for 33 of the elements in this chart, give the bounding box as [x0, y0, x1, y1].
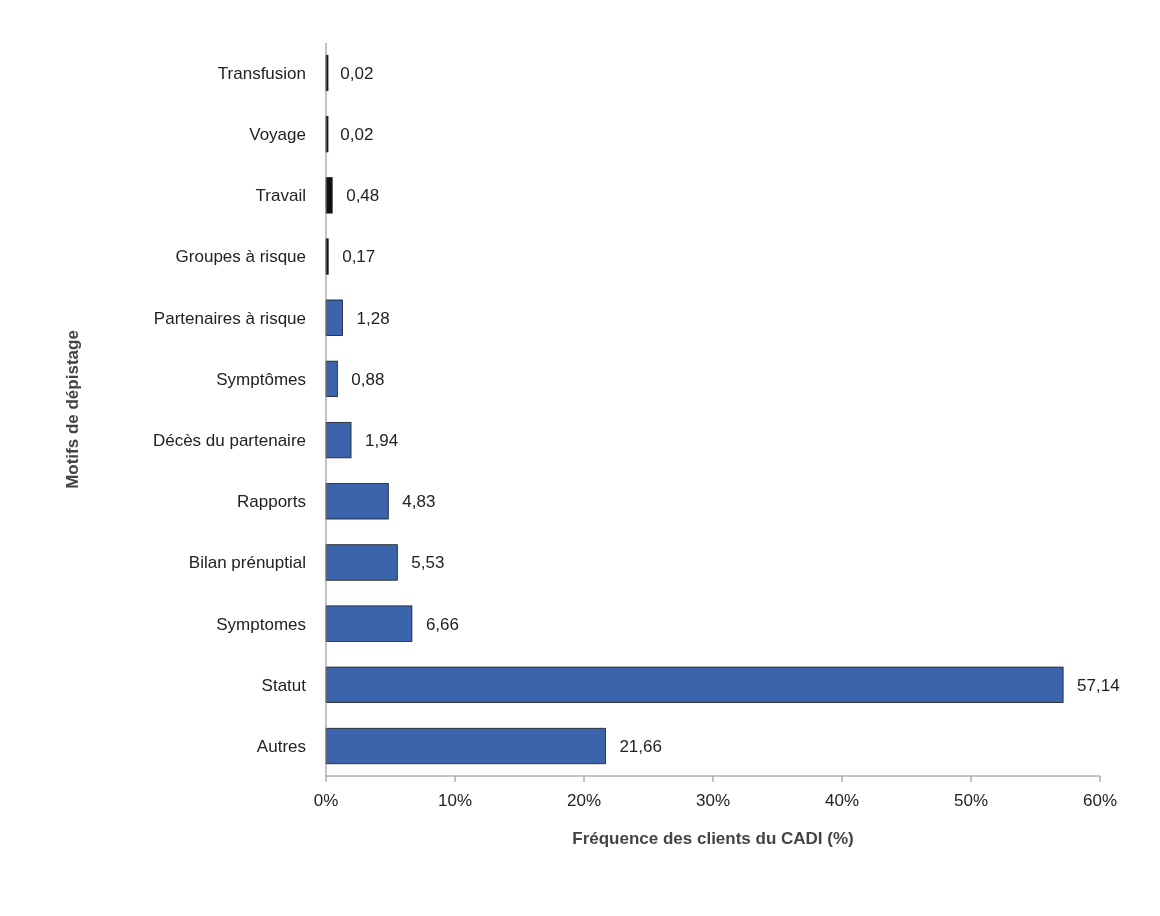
y-tick-label: Groupes à risque	[175, 247, 306, 267]
x-tick-label: 20%	[566, 791, 602, 810]
x-axis-title: Fréquence des clients du CADI (%)	[572, 829, 854, 848]
data-label: 21,66	[619, 736, 662, 756]
data-label: 1,28	[356, 308, 390, 328]
x-tick-label: 10%	[437, 791, 473, 810]
x-tick-label: 30%	[695, 791, 731, 810]
y-tick-label: Symptômes	[216, 369, 306, 389]
y-tick-label: Autres	[256, 736, 306, 756]
y-tick-label: Rapports	[237, 492, 306, 512]
y-tick-label: Décès du partenaire	[152, 431, 306, 451]
data-label: 0,17	[342, 247, 376, 267]
data-label: 0,02	[340, 63, 374, 83]
x-tick-label: 60%	[1082, 791, 1118, 810]
y-tick-label: Transfusion	[217, 63, 306, 83]
y-axis-title: Motifs de dépistage	[63, 330, 82, 489]
y-tick-label: Partenaires à risque	[153, 308, 306, 328]
y-tick-label: Symptomes	[216, 614, 306, 634]
data-label: 0,88	[351, 369, 385, 389]
data-label: 4,83	[402, 492, 436, 512]
y-tick-label: Bilan prénuptial	[188, 553, 306, 573]
y-tick-label: Travail	[255, 186, 306, 206]
y-tick-label: Statut	[261, 675, 307, 695]
x-tick-label: 50%	[953, 791, 989, 810]
data-label: 1,94	[365, 431, 399, 451]
data-label: 57,14	[1077, 675, 1120, 695]
x-tick-label: 0%	[313, 791, 339, 810]
data-label: 6,66	[425, 614, 460, 634]
data-label: 0,48	[346, 186, 380, 206]
y-tick-label: Voyage	[249, 125, 306, 145]
data-label: 0,02	[340, 125, 374, 145]
x-tick-label: 40%	[824, 791, 860, 810]
data-label: 5,53	[411, 553, 445, 573]
